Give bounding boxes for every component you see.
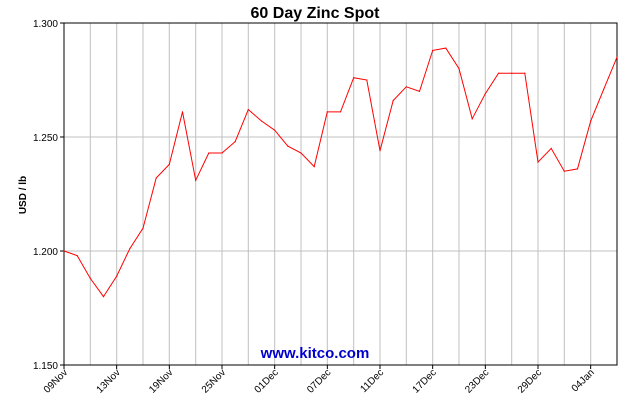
x-tick-label: 13Nov [95,367,123,395]
data-point [274,129,276,131]
data-point [511,72,513,74]
data-point [603,88,605,90]
data-point [76,255,78,257]
data-point [155,177,157,179]
data-point [524,72,526,74]
data-point [445,47,447,49]
chart-title: 60 Day Zinc Spot [251,5,381,22]
y-ticks: 1.150 1.200 1.250 1.300 [33,19,64,372]
y-tick-label: 1.200 [33,247,58,258]
data-point [63,250,65,252]
watermark: www.kitco.com [260,345,370,362]
data-point [353,77,355,79]
x-tick-label: 01Dec [253,367,281,395]
plot-frame [63,22,618,366]
x-ticks: 09Nov 13Nov 19Nov 25Nov 01Dec 07Dec 11Dec 17Dec… [42,365,597,396]
y-tick-label: 1.250 [33,133,58,144]
y-tick-label: 1.300 [33,19,58,30]
x-tick-label: 25Nov [200,367,228,395]
data-point [471,118,473,120]
data-point [287,145,289,147]
data-point [366,79,368,81]
data-point [379,150,381,152]
data-point [339,111,342,113]
x-tick-label: 29Dec [516,367,544,395]
series-group [63,47,618,298]
data-point [181,111,184,113]
data-point [102,296,105,298]
data-point [260,120,263,122]
data-point [537,161,539,163]
x-tick-label: 17Dec [411,367,439,395]
data-point [247,109,249,111]
data-point [497,72,500,74]
data-point [418,90,421,92]
x-tick-label: 23Dec [463,367,491,395]
data-point [576,168,579,170]
data-point [563,170,565,172]
data-point [590,120,592,122]
data-point [142,227,144,229]
x-tick-label: 19Nov [147,367,175,395]
data-point [89,277,91,279]
data-point [550,147,552,149]
y-axis-label: USD / lb [18,176,29,214]
data-point [616,56,618,58]
data-point [221,152,223,154]
data-point [168,163,170,165]
x-tick-label: 04Jan [570,367,597,394]
data-point [208,152,210,154]
y-tick-label: 1.150 [33,361,58,372]
data-point [234,141,236,143]
data-point [432,49,434,52]
data-point [195,179,197,181]
data-point [458,68,460,70]
x-tick-label: 07Dec [305,367,333,395]
data-point [405,86,407,88]
x-tick-label: 11Dec [358,367,386,395]
data-point [313,166,315,168]
data-point [300,152,302,154]
data-point [129,248,131,250]
data-point [326,111,328,113]
data-point [392,99,394,102]
series-line [63,47,618,298]
grid-lines [64,22,617,366]
data-point [116,275,118,277]
data-point [484,93,486,95]
